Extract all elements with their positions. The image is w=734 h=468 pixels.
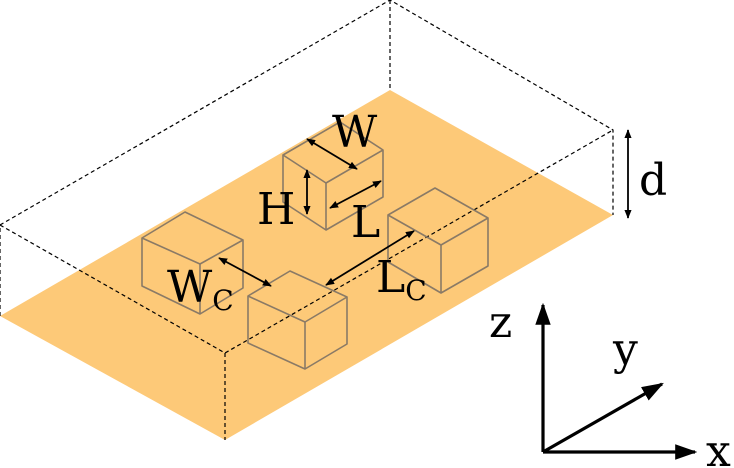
length-arrow <box>329 180 382 209</box>
y-axis <box>542 382 664 454</box>
box-front <box>247 270 348 370</box>
z-axis-label: z <box>489 297 512 348</box>
spacing-w-main: W <box>167 262 213 313</box>
coordinate-axes: z x y <box>489 297 731 468</box>
spacing-l-label: LC <box>376 252 427 307</box>
spacing-w-sub: C <box>212 284 233 317</box>
length-label: L <box>351 197 380 248</box>
spacing-w-arrow <box>218 257 272 287</box>
height-label: H <box>257 184 295 235</box>
spacing-l-sub: C <box>405 274 426 307</box>
x-axis-label: x <box>706 426 731 468</box>
bounding-volume <box>0 0 614 440</box>
box-top <box>282 121 384 231</box>
y-axis-label: y <box>612 324 638 375</box>
substrate-plane <box>0 90 613 440</box>
spacing-l-main: L <box>376 252 405 303</box>
spacing-w-label: WC <box>167 262 234 317</box>
width-arrow <box>306 138 358 170</box>
box-left <box>141 211 244 315</box>
spacing-l-arrow <box>325 230 415 286</box>
depth-label: d <box>639 155 667 206</box>
width-label: W <box>332 107 378 158</box>
